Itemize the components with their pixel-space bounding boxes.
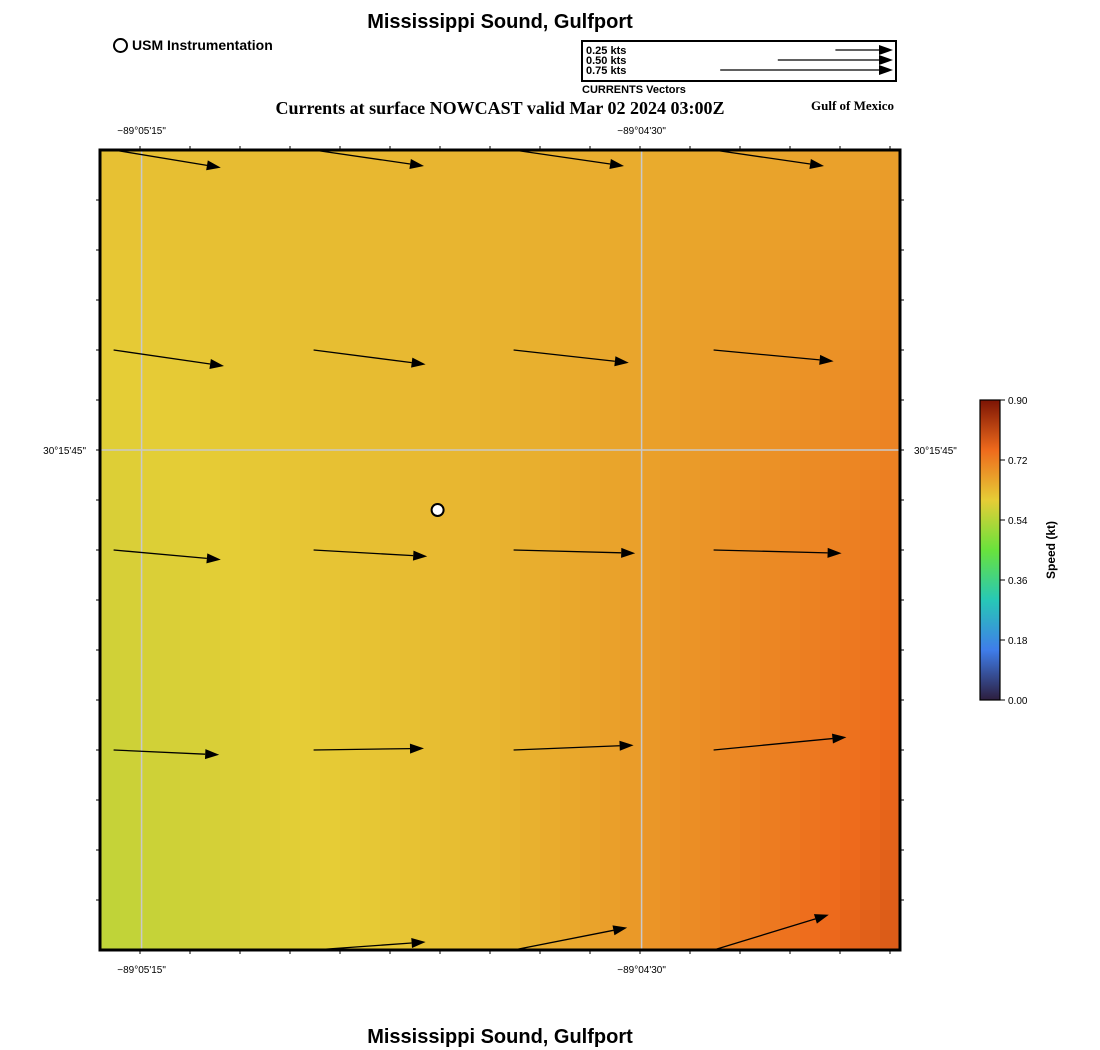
current-vector-head xyxy=(819,354,834,365)
colorbar-tick-label: 0.90 xyxy=(1008,396,1028,407)
current-vector-shaft xyxy=(113,349,211,365)
lat-tick-label: 30°15'45" xyxy=(43,446,86,457)
current-vector-head xyxy=(612,925,628,936)
usm-station-marker[interactable] xyxy=(430,503,445,517)
colorbar-tick-label: 0.72 xyxy=(1008,456,1028,467)
current-vector xyxy=(713,733,847,751)
current-vector-shaft xyxy=(713,149,811,165)
station-legend: USM Instrumentation xyxy=(113,37,273,53)
lon-tick-label: −89°05'15" xyxy=(117,126,166,137)
current-vectors xyxy=(113,149,847,951)
graticule: −89°05'15" −89°05'15" −89°04'30" −89°04'30"… xyxy=(43,126,957,976)
current-vector xyxy=(713,914,829,951)
current-vector-shaft xyxy=(113,149,208,166)
lat-tick-label: 30°15'45" xyxy=(914,446,957,457)
current-vector-head xyxy=(619,740,634,751)
page-title: Mississippi Sound, Gulfport xyxy=(367,11,633,33)
current-vector xyxy=(713,149,824,169)
map-subtitle: Currents at surface NOWCAST valid Mar 02… xyxy=(275,98,725,118)
current-vector xyxy=(313,349,426,368)
current-vector-head xyxy=(409,159,424,169)
current-vector-head xyxy=(409,743,424,754)
current-vector xyxy=(113,349,224,369)
colorbar-tick-label: 0.36 xyxy=(1008,576,1028,587)
vector-legend-entry: 0.25 kts xyxy=(586,45,893,57)
colorbar-tick-label: 0.54 xyxy=(1008,516,1028,527)
current-vector-head xyxy=(209,359,224,369)
station-legend-label: USM Instrumentation xyxy=(132,37,273,53)
current-vector xyxy=(513,149,624,169)
current-vector-head xyxy=(614,356,629,367)
colorbar-ramp xyxy=(979,399,1001,701)
current-vector-shaft xyxy=(313,349,412,364)
current-vector-shaft xyxy=(513,549,622,554)
vector-legend xyxy=(581,40,897,82)
legend-arrow-head xyxy=(879,55,893,65)
vector-legend-label: 0.50 kts xyxy=(586,55,626,67)
current-vector-head xyxy=(411,938,426,948)
current-vector xyxy=(513,547,636,558)
current-vector xyxy=(113,549,221,564)
current-vector-head xyxy=(621,547,636,558)
current-vector-shaft xyxy=(113,549,207,559)
current-vector xyxy=(513,740,634,751)
current-vector-head xyxy=(411,357,426,368)
current-vector-shaft xyxy=(513,745,620,751)
current-vector-shaft xyxy=(313,747,411,751)
current-vector-shaft xyxy=(113,749,206,755)
region-label: Gulf of Mexico xyxy=(811,98,895,113)
current-vector-shaft xyxy=(513,149,611,165)
current-vector-shaft xyxy=(313,942,412,951)
colorbar-tick-label: 0.18 xyxy=(1008,636,1028,647)
current-vector-head xyxy=(204,749,220,760)
current-vector-shaft xyxy=(713,349,820,361)
vector-legend-entry: 0.75 kts xyxy=(586,65,893,77)
current-vector xyxy=(313,743,424,754)
current-vector-head xyxy=(206,160,221,171)
current-vector-shaft xyxy=(513,929,614,951)
current-vector-shaft xyxy=(713,918,816,951)
current-vector xyxy=(313,149,424,169)
current-vector xyxy=(513,925,628,951)
current-vector xyxy=(313,938,426,951)
current-vector-shaft xyxy=(713,737,833,751)
map-frame xyxy=(96,146,904,954)
current-vector xyxy=(113,149,221,171)
speed-field xyxy=(100,150,901,951)
current-vector xyxy=(513,349,629,367)
current-vector xyxy=(113,749,220,760)
footer-title: Mississippi Sound, Gulfport xyxy=(367,1026,633,1048)
lon-tick-label: −89°04'30" xyxy=(617,965,666,976)
speed-colorbar: 0.90 0.72 0.54 0.36 0.18 0.00 Speed (kt) xyxy=(979,396,1058,707)
current-vector xyxy=(713,547,842,558)
legend-arrow-head xyxy=(879,45,893,55)
current-vector-shaft xyxy=(713,549,828,554)
station-marker-icon xyxy=(113,37,128,53)
current-vector-head xyxy=(206,553,221,564)
current-vector xyxy=(713,349,834,365)
current-vector-head xyxy=(831,733,847,744)
current-vector xyxy=(313,549,428,561)
current-vector-head xyxy=(809,159,824,169)
lon-tick-label: −89°05'15" xyxy=(117,965,166,976)
vector-legend-entry: 0.50 kts xyxy=(586,55,893,67)
vector-legend-label: 0.75 kts xyxy=(586,65,626,77)
colorbar-label: Speed (kt) xyxy=(1044,521,1058,579)
colorbar-tick-label: 0.00 xyxy=(1008,696,1028,707)
vector-legend-caption: CURRENTS Vectors xyxy=(582,84,686,96)
current-vector-head xyxy=(813,914,829,924)
current-vector-shaft xyxy=(313,149,411,165)
current-vector-shaft xyxy=(313,549,414,557)
current-vector-head xyxy=(827,547,842,558)
vector-legend-label: 0.25 kts xyxy=(586,45,626,57)
legend-arrow-head xyxy=(879,65,893,75)
current-vector-head xyxy=(412,550,428,561)
current-vector-head xyxy=(609,159,624,169)
current-vector-shaft xyxy=(513,349,615,362)
lon-tick-label: −89°04'30" xyxy=(617,126,666,137)
